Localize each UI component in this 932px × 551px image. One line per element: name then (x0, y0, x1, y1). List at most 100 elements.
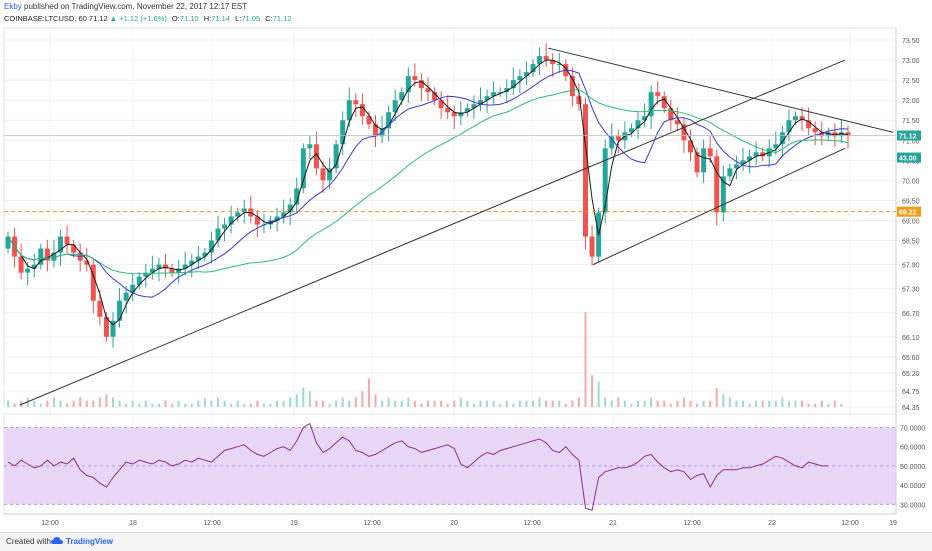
triangle-lower-line (592, 147, 846, 266)
rsi-pane (4, 422, 896, 511)
volume-bar (446, 403, 449, 407)
volume-bar (440, 400, 443, 407)
volume-bar (742, 400, 744, 407)
volume-bar (295, 394, 298, 407)
volume-bar (72, 400, 75, 407)
volume-bar (525, 400, 528, 407)
rsi-tick-label: 30.0000 (900, 502, 925, 509)
candle-body (510, 80, 516, 89)
candle-body (320, 168, 326, 181)
candle-body (399, 92, 405, 101)
volume-bar (538, 397, 541, 407)
volume-bar (98, 397, 101, 407)
volume-bar (637, 400, 639, 407)
volume-bar (827, 403, 830, 407)
volume-bar (348, 400, 351, 407)
time-tick-label: 12:00 (203, 520, 221, 527)
price-chart[interactable]: 73.5073.0072.5072.0071.5071.0070.5070.00… (0, 24, 932, 532)
candle-body (609, 136, 615, 149)
candle-body (195, 256, 201, 261)
price-tick-label: 67.30 (902, 287, 920, 294)
volume-bar (492, 400, 495, 407)
price-tick-label: 72.00 (902, 98, 920, 105)
candle-body (5, 236, 11, 249)
candle-body (156, 264, 162, 269)
time-tick-label: 19 (889, 520, 897, 527)
volume-bar (289, 397, 292, 407)
time-tick-label: 12:00 (683, 520, 701, 527)
price-tick-label: 70.00 (902, 178, 920, 185)
long-support-trendline (19, 59, 846, 406)
candle-body (812, 128, 818, 133)
candle-body (569, 76, 575, 97)
publish-info: Ekby published on TradingView.com, Novem… (4, 2, 247, 11)
volume-bar (479, 400, 482, 407)
volume-bar (427, 400, 429, 407)
created-with-text: Created with (6, 537, 51, 546)
level-price-tag-bg (897, 206, 921, 217)
time-tick-label: 12:00 (41, 520, 59, 527)
price-tick-label: 73.50 (902, 38, 920, 45)
volume-bar (184, 403, 187, 407)
candle-body (300, 148, 306, 189)
candle-body (583, 104, 588, 237)
volume-bar (597, 381, 600, 407)
volume-bar (7, 400, 9, 407)
volume-bar (682, 397, 685, 407)
volume-bar (276, 400, 279, 407)
candle-body (38, 248, 44, 265)
volume-bar (59, 400, 62, 407)
volume-bar (768, 400, 771, 407)
volume-bar (138, 403, 141, 407)
symbol-name[interactable]: COINBASE:LTCUSD, 60 (4, 14, 87, 23)
volume-bar (774, 400, 777, 407)
price-tick-label: 67.90 (902, 263, 920, 270)
candle-body (458, 112, 464, 117)
sma-mid-line (7, 69, 849, 298)
volume-bar (532, 400, 534, 407)
volume-bar (420, 403, 423, 407)
volume-bar (787, 400, 790, 407)
candle-body (359, 104, 365, 117)
volume-bar (466, 400, 469, 407)
candle-body (103, 316, 109, 337)
candle-body (307, 144, 313, 149)
volume-bar (269, 403, 272, 407)
chart-area[interactable]: 73.5073.0072.5072.0071.5071.0070.5070.00… (0, 24, 932, 532)
candle-body (740, 160, 746, 165)
time-tick-label: 19 (290, 520, 298, 527)
volume-bar (394, 400, 397, 407)
candle-body (333, 144, 339, 169)
candle-body (602, 148, 608, 213)
volume-bar (512, 403, 515, 407)
candle-body (523, 72, 529, 77)
candle-body (628, 128, 634, 133)
time-tick-label: 21 (609, 520, 617, 527)
candle-body (615, 136, 621, 141)
candle-body (701, 148, 707, 173)
volume-bar (413, 400, 416, 407)
volume-bar (105, 394, 108, 407)
volume-bar (282, 400, 285, 407)
volume-bar (249, 403, 252, 407)
tradingview-link[interactable]: TradingView (66, 537, 113, 546)
author-link[interactable]: Ekby (4, 2, 22, 11)
volume-bar (604, 397, 607, 407)
candle-body (451, 112, 457, 117)
candle-body (655, 92, 661, 97)
volume-bar (400, 400, 403, 407)
candle-body (353, 100, 359, 105)
price-axis: 73.5073.0072.5072.0071.5071.0070.5070.00… (895, 28, 925, 514)
candle-body (373, 124, 378, 137)
price-tick-label: 65.20 (902, 371, 920, 378)
time-axis: 12:00 18 12:00 19 12:00 20 12:00 21 12:00 22 12:00… (4, 513, 897, 527)
candle-body (753, 152, 759, 157)
time-tick-label: 20 (450, 520, 458, 527)
candle-body (491, 92, 497, 97)
candle-body (497, 92, 503, 94)
sma-slow-line (7, 88, 849, 275)
candle-body (163, 264, 168, 269)
volume-bar (761, 400, 764, 407)
time-tick-label: 12:00 (523, 520, 541, 527)
published-text: published on TradingView.com, November 2… (24, 2, 248, 11)
